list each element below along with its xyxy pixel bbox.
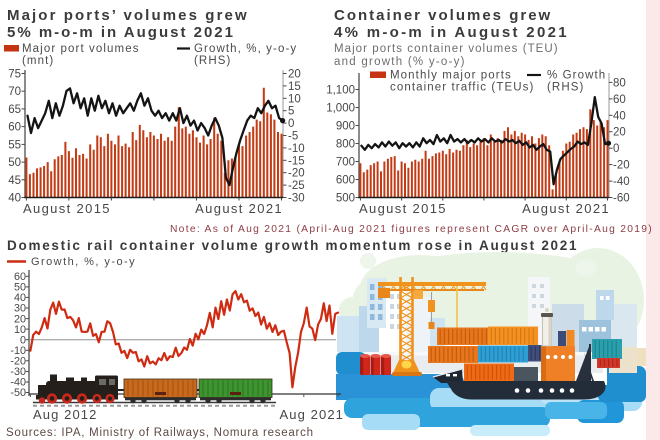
svg-text:Monthly major ports: Monthly major ports <box>390 70 512 82</box>
svg-text:Aug 2021: Aug 2021 <box>280 407 344 422</box>
svg-text:0: 0 <box>288 118 294 130</box>
svg-text:August 2015: August 2015 <box>23 201 111 216</box>
svg-text:10: 10 <box>288 93 301 105</box>
svg-text:600: 600 <box>336 175 355 187</box>
svg-text:Note: As of Aug 2021 (April-Au: Note: As of Aug 2021 (April-Aug 2021 fig… <box>170 224 653 235</box>
svg-text:and growth (% y-o-y): and growth (% y-o-y) <box>334 56 466 68</box>
svg-text:60: 60 <box>613 94 626 106</box>
svg-text:Major ports container volumes: Major ports container volumes (TEU) <box>334 43 559 55</box>
svg-text:50: 50 <box>14 282 26 294</box>
svg-text:-20: -20 <box>613 160 630 172</box>
svg-text:500: 500 <box>336 193 355 205</box>
svg-text:-5: -5 <box>288 131 298 143</box>
svg-text:-30: -30 <box>10 366 26 378</box>
svg-text:Growth, %, y-o-y: Growth, %, y-o-y <box>31 256 136 268</box>
svg-text:20: 20 <box>613 127 626 139</box>
svg-text:-40: -40 <box>613 176 630 188</box>
svg-text:Container volumes grew: Container volumes grew <box>334 7 552 24</box>
svg-text:20: 20 <box>288 69 301 81</box>
svg-text:-20: -20 <box>10 356 26 368</box>
svg-text:-30: -30 <box>288 193 305 205</box>
svg-text:60: 60 <box>14 271 26 283</box>
svg-text:August 2021: August 2021 <box>195 201 283 216</box>
svg-text:60: 60 <box>8 122 21 134</box>
svg-text:August 2021: August 2021 <box>522 201 610 216</box>
svg-text:-15: -15 <box>288 155 305 167</box>
svg-text:0: 0 <box>20 334 26 346</box>
svg-text:-10: -10 <box>288 143 305 155</box>
svg-text:900: 900 <box>336 121 355 133</box>
svg-text:1,100: 1,100 <box>326 85 355 97</box>
svg-text:-40: -40 <box>10 377 26 389</box>
svg-text:-50: -50 <box>10 387 26 399</box>
svg-text:Domestic rail container volume: Domestic rail container volume growth mo… <box>7 238 578 253</box>
svg-text:700: 700 <box>336 157 355 169</box>
svg-text:75: 75 <box>8 69 21 81</box>
svg-text:Growth, %, y-o-y: Growth, %, y-o-y <box>194 43 297 55</box>
svg-text:40: 40 <box>8 193 21 205</box>
svg-text:5: 5 <box>288 106 294 118</box>
svg-text:Major ports’ volumes grew: Major ports’ volumes grew <box>7 7 249 24</box>
svg-text:80: 80 <box>613 77 626 89</box>
svg-text:container traffic (TEUs): container traffic (TEUs) <box>390 82 534 94</box>
svg-text:August 2015: August 2015 <box>359 201 447 216</box>
svg-text:-20: -20 <box>288 168 305 180</box>
svg-text:55: 55 <box>8 139 21 151</box>
svg-text:-60: -60 <box>613 193 630 205</box>
svg-text:Aug 2012: Aug 2012 <box>33 407 97 422</box>
svg-text:10: 10 <box>14 324 26 336</box>
svg-text:4% m-o-m in August 2021: 4% m-o-m in August 2021 <box>334 24 569 41</box>
svg-text:-10: -10 <box>10 345 26 357</box>
svg-text:15: 15 <box>288 81 301 93</box>
svg-text:40: 40 <box>14 292 26 304</box>
svg-text:0: 0 <box>613 143 619 155</box>
svg-text:40: 40 <box>613 110 626 122</box>
svg-text:5% m-o-m in August 2021: 5% m-o-m in August 2021 <box>7 24 235 41</box>
svg-text:(RHS): (RHS) <box>194 55 231 67</box>
svg-text:(RHS): (RHS) <box>547 82 584 94</box>
svg-text:70: 70 <box>8 86 21 98</box>
svg-text:1,000: 1,000 <box>326 103 355 115</box>
svg-text:-25: -25 <box>288 180 305 192</box>
svg-text:65: 65 <box>8 104 21 116</box>
svg-text:20: 20 <box>14 313 26 325</box>
svg-text:30: 30 <box>14 303 26 315</box>
svg-text:45: 45 <box>8 175 21 187</box>
svg-text:(mnt): (mnt) <box>22 55 54 67</box>
svg-text:50: 50 <box>8 157 21 169</box>
svg-text:% Growth: % Growth <box>547 70 606 82</box>
svg-text:Sources: IPA, Ministry of Rail: Sources: IPA, Ministry of Railways, Nomu… <box>6 427 314 439</box>
svg-text:Major port volumes: Major port volumes <box>22 43 140 55</box>
svg-text:800: 800 <box>336 139 355 151</box>
